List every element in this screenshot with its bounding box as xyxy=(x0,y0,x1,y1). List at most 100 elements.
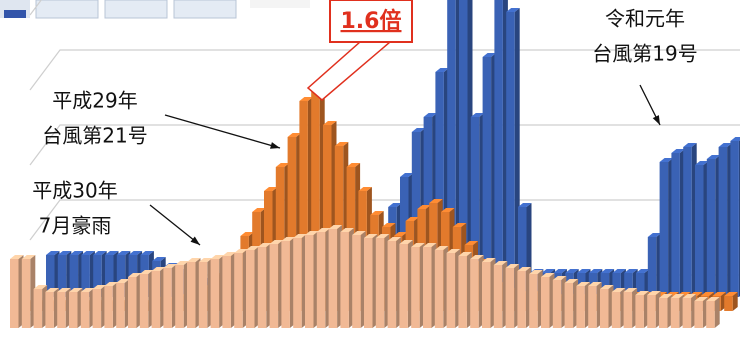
bar xyxy=(57,255,67,297)
bar xyxy=(564,283,574,328)
bar-top xyxy=(600,269,615,273)
bar-top xyxy=(116,279,130,283)
bar xyxy=(293,238,302,328)
bar xyxy=(636,273,645,297)
bar xyxy=(46,255,55,297)
bar-top xyxy=(464,241,479,245)
bar-top xyxy=(506,8,520,12)
bar-top xyxy=(700,292,715,296)
bar-top xyxy=(588,269,603,273)
bar xyxy=(482,57,492,297)
bar-top xyxy=(612,269,626,273)
bar-top xyxy=(423,243,437,247)
bar-top xyxy=(340,228,354,232)
bar-top xyxy=(246,246,260,250)
bar-top xyxy=(393,232,408,236)
bar-top xyxy=(458,252,472,256)
bar xyxy=(600,273,610,297)
bar xyxy=(57,292,66,328)
bar-top xyxy=(529,270,543,274)
bar-top xyxy=(552,276,567,280)
bar-top xyxy=(541,269,556,273)
bar xyxy=(706,159,716,297)
bar-top xyxy=(370,211,384,215)
bar xyxy=(116,255,126,297)
bar xyxy=(305,235,314,328)
bar xyxy=(399,244,408,328)
bar-top xyxy=(411,243,425,247)
bar-top xyxy=(600,285,614,289)
bar xyxy=(375,238,385,328)
bar-top xyxy=(46,251,60,255)
bar xyxy=(234,253,243,328)
bar-top xyxy=(105,251,119,255)
bar-top xyxy=(175,261,189,265)
bar xyxy=(316,232,326,328)
bar-top xyxy=(429,199,443,203)
grid-line xyxy=(29,0,42,16)
bar xyxy=(482,262,491,328)
bar-top xyxy=(81,251,95,255)
bar xyxy=(612,273,621,297)
bar-top xyxy=(493,261,508,265)
bar xyxy=(93,255,102,297)
bar-top xyxy=(470,113,485,117)
bar-top xyxy=(364,234,378,238)
bar xyxy=(588,286,597,328)
bar xyxy=(69,292,78,328)
bar-top xyxy=(671,149,685,153)
bar xyxy=(105,255,114,297)
thumbnails xyxy=(0,0,310,19)
bar-top xyxy=(611,288,626,292)
bar-top xyxy=(382,223,396,227)
bar xyxy=(659,162,669,297)
bar xyxy=(69,255,79,297)
bar-top xyxy=(323,121,337,125)
bar-top xyxy=(694,297,708,301)
bar xyxy=(517,271,526,328)
annotation-text: 台風第19号 xyxy=(592,42,697,66)
bar xyxy=(128,277,137,328)
bar-top xyxy=(518,203,532,207)
bar xyxy=(446,253,456,328)
bar-top xyxy=(128,251,143,255)
bar-top xyxy=(45,288,59,292)
bar-top xyxy=(10,255,24,259)
bar-top xyxy=(636,269,650,273)
bar-top xyxy=(151,267,166,271)
bar-top xyxy=(434,246,449,250)
bar xyxy=(718,147,728,297)
bar-top xyxy=(69,251,84,255)
bar-top xyxy=(564,279,579,283)
bar-top xyxy=(358,187,372,191)
bar xyxy=(116,283,125,328)
bar xyxy=(724,296,733,311)
bar-top xyxy=(682,294,697,298)
bar xyxy=(257,247,267,328)
bar-top xyxy=(706,297,720,301)
bar xyxy=(635,295,644,328)
bar xyxy=(323,125,332,311)
bar xyxy=(33,289,43,328)
bar-top xyxy=(482,258,496,262)
bar xyxy=(695,165,704,297)
bar-top xyxy=(399,240,413,244)
bar-top xyxy=(683,143,697,147)
bar-top xyxy=(269,240,284,244)
bar-top xyxy=(577,269,591,273)
bar-top xyxy=(435,68,449,72)
bar xyxy=(311,89,320,311)
bar-top xyxy=(441,208,455,212)
bar xyxy=(706,301,715,328)
bar xyxy=(647,295,656,328)
annotation-arrow xyxy=(164,114,281,149)
bar-top xyxy=(69,288,83,292)
bar-top xyxy=(624,269,638,273)
bar-top xyxy=(116,251,131,255)
bar xyxy=(506,12,515,297)
bar xyxy=(299,101,308,311)
bar-top xyxy=(411,128,426,132)
bar-top xyxy=(565,269,579,273)
bar xyxy=(151,271,161,328)
